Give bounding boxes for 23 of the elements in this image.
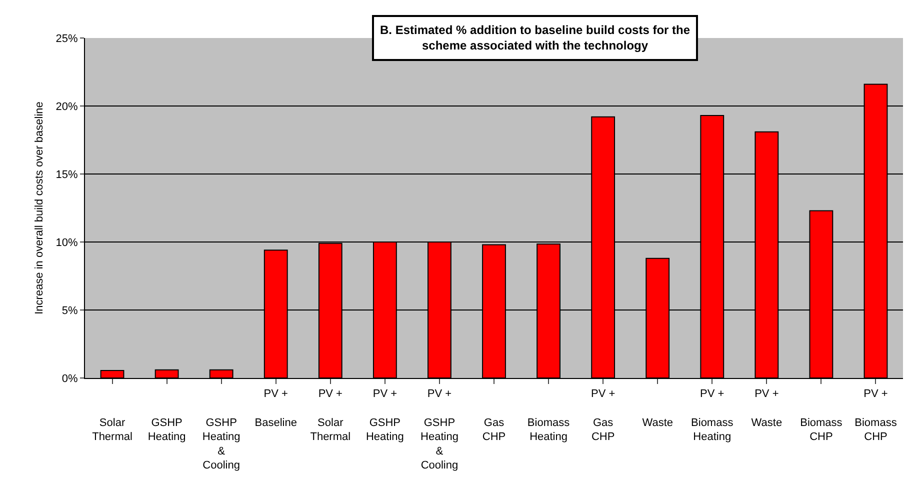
y-tick-label: 25% (56, 32, 78, 45)
y-tick-label: 0% (62, 372, 78, 385)
x-tick-label: Biomass Heating (527, 416, 570, 444)
category-label: PV + Biomass Heating (691, 388, 734, 444)
y-tick-label: 10% (56, 236, 78, 249)
x-tick-label: Waste (642, 416, 673, 429)
y-tick-label: 20% (56, 100, 78, 113)
category-label: PV + GSHP Heating (366, 388, 404, 444)
category-label: PV + Gas CHP (590, 388, 616, 444)
y-tick-label: 15% (56, 168, 78, 181)
x-tick-label: Solar Thermal (92, 416, 132, 444)
category-label: PV + Solar Thermal (310, 388, 351, 444)
x-tick-label: Gas CHP (482, 416, 506, 444)
category-label: PV + Waste (751, 388, 782, 429)
y-tick-label: 5% (62, 304, 78, 317)
chart-title: B. Estimated % addition to baseline build costs for the scheme associated with the technology (380, 23, 690, 53)
category-label: PV + Biomass CHP (854, 388, 897, 444)
category-label: PV + GSHP Heating & Cooling (420, 388, 458, 472)
x-tick-label: Biomass CHP (800, 416, 843, 444)
x-tick-label: GSHP Heating & Cooling (202, 416, 240, 472)
category-label: PV + Baseline (254, 388, 297, 429)
y-axis-title: Increase in overall build costs over baseline (33, 102, 46, 314)
x-tick-label: GSHP Heating (148, 416, 186, 444)
